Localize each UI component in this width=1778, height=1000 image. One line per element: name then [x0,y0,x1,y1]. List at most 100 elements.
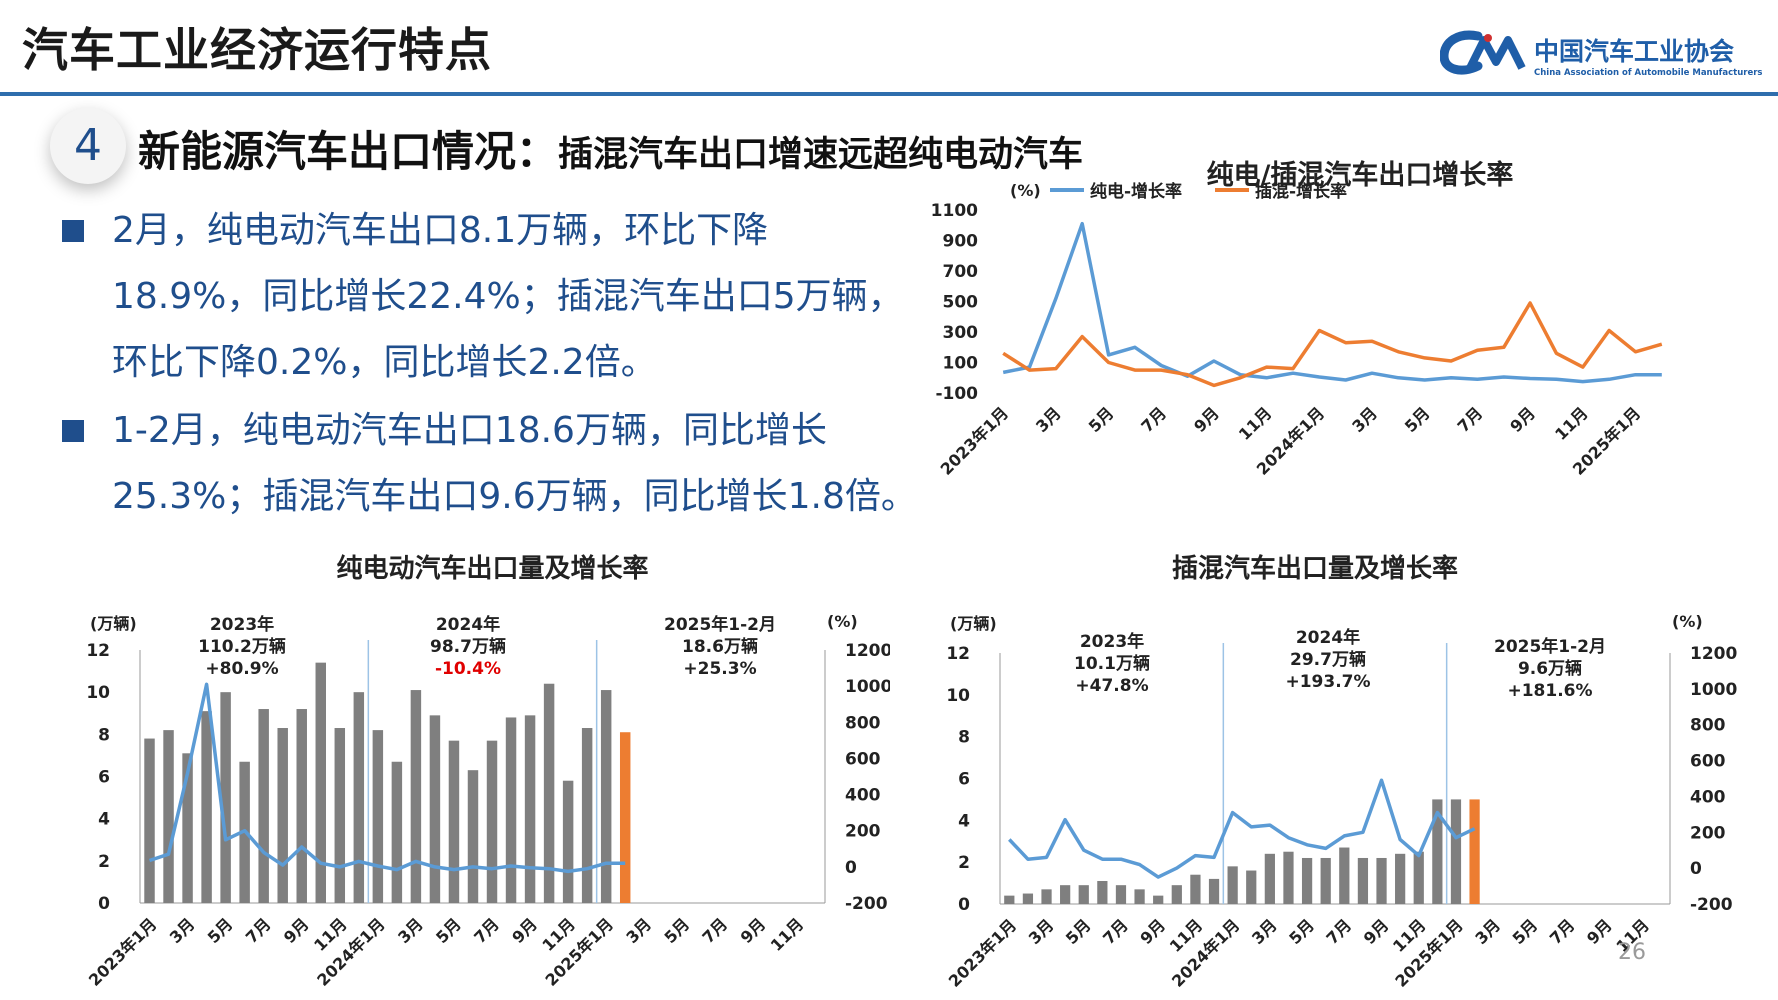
y-tick-label-right: -200 [1690,895,1733,915]
annotation-negative-growth: -10.4% [435,659,501,679]
bar [1060,885,1071,904]
x-tick-label: 3月 [622,914,655,947]
bar [562,780,574,903]
bar [1339,847,1350,904]
bar [1097,880,1108,904]
x-tick-label: 7月 [242,914,275,947]
bar [1004,895,1015,904]
y-axis-left-unit: (万辆) [950,614,997,633]
y-tick-label: 300 [943,323,979,343]
annotation-line: +25.3% [683,659,756,679]
bar [1283,851,1294,904]
series-line-phev [1002,301,1663,388]
growth-rate-line [1008,778,1476,879]
bar [201,711,212,903]
y-tick-label-left: 0 [98,894,110,914]
bullet-paragraph-1: 2月，纯电动汽车出口8.1万辆，环比下降 18.9%，同比增长22.4%；插混汽… [112,198,912,396]
x-tick-label: 5月 [660,914,693,947]
annotation-line: 18.6万辆 [682,636,758,657]
phev-export-bar-chart: 插混汽车出口量及增长率 (万辆) (%) 12 10 8 6 4 2 0 1200 1000 800 60… [945,553,1738,990]
y-tick-label-right: 1200 [1690,644,1737,664]
annotation-line: 2023年 [210,614,274,635]
annotation-line: 2024年 [436,614,500,635]
bar [543,683,555,903]
section-title-sub: 插混汽车出口增速远超纯电动汽车 [558,135,1084,175]
caam-logo-mark-icon [1439,30,1526,75]
x-tick-label: 9月 [1360,915,1393,948]
x-tick-label: 7月 [1454,403,1487,436]
x-tick-label: 7月 [1099,915,1132,948]
bar [429,715,441,903]
bar [486,740,498,903]
bev-export-bar-chart: 纯电动汽车出口量及增长率 (万辆) (%) 12 10 8 6 4 2 0 1200 1000 800 6… [85,553,890,990]
y-tick-label-right: -200 [845,894,888,914]
y-tick-label: 1100 [931,201,978,221]
caam-logo: 中国汽车工业协会 China Association of Automobile… [1439,28,1762,88]
y-tick-label-right: 800 [1690,716,1726,736]
x-tick-label: 9月 [1506,403,1539,436]
bar [1450,799,1462,904]
bar [1153,895,1164,904]
x-tick-label: 9月 [1583,915,1616,948]
annotation-line: 2025年1-2月 [664,614,776,635]
bar [277,728,288,903]
bar [619,732,631,903]
y-tick-label-right: 400 [845,786,881,806]
y-tick-label-left: 6 [98,768,110,788]
annotation-line: +47.8% [1075,676,1148,696]
x-tick-label: 11月 [767,914,808,955]
bar [410,690,422,903]
y-tick-label-left: 12 [86,641,110,661]
y-tick-label-right: 400 [1690,787,1726,807]
x-tick-label: 5月 [1285,915,1318,948]
bar [1376,857,1387,904]
y-tick-label-left: 4 [958,811,970,831]
y-tick-label-right: 1000 [1690,680,1737,700]
annotation-line: +181.6% [1507,681,1592,701]
bar [296,709,307,903]
x-tick-label: 2023年1月 [945,915,1020,990]
bar [1022,893,1034,904]
y-tick-label-right: 600 [1690,752,1726,772]
growth-rate-line-chart: 纯电/插混汽车出口增长率 (%) 1100 900 700 500 300 100 -100 纯电… [931,160,1663,479]
y-tick-label-right: 200 [1690,823,1726,843]
bar [1432,799,1443,904]
y-tick-label-right: 0 [845,858,857,878]
bar [1227,866,1238,904]
x-tick-label: 5月 [432,914,465,947]
x-tick-label: 3月 [1025,915,1058,948]
x-tick-label: 9月 [737,914,770,947]
bar [1320,857,1331,904]
bar [1134,889,1145,904]
bar [1208,878,1220,904]
chart-title: 纯电/插混汽车出口增长率 [1207,160,1514,191]
bar [1264,853,1275,904]
x-tick-label: 9月 [1190,403,1223,436]
legend-label: 纯电-增长率 [1090,181,1182,202]
y-axis-right-unit: (%) [1672,612,1703,631]
bullet-1-line-1: 2月，纯电动汽车出口8.1万辆，环比下降 [112,210,769,251]
chart-title: 插混汽车出口量及增长率 [1172,553,1458,584]
bar [448,740,460,903]
annotation-line: 10.1万辆 [1074,653,1150,674]
x-tick-label: 11月 [1235,403,1276,444]
x-tick-label: 9月 [280,914,313,947]
bar [1171,885,1182,904]
bar [600,690,612,903]
y-tick-label-right: 800 [845,713,881,733]
y-tick-label: 700 [943,262,979,282]
bar [353,692,365,903]
annotation-line: +80.9% [205,659,278,679]
x-tick-label: 5月 [204,914,237,947]
bar [334,728,346,903]
annotation-line: 98.7万辆 [430,636,506,657]
annotation-line: +193.7% [1285,672,1370,692]
bar [1115,885,1127,904]
y-axis-right-unit: (%) [827,612,858,631]
bar [1190,874,1201,904]
y-tick-label-right: 1200 [845,641,890,661]
x-tick-label: 7月 [1546,915,1579,948]
y-tick-label-right: 200 [845,822,881,842]
annotation-line: 9.6万辆 [1518,658,1582,679]
y-tick-label: 900 [943,232,979,252]
